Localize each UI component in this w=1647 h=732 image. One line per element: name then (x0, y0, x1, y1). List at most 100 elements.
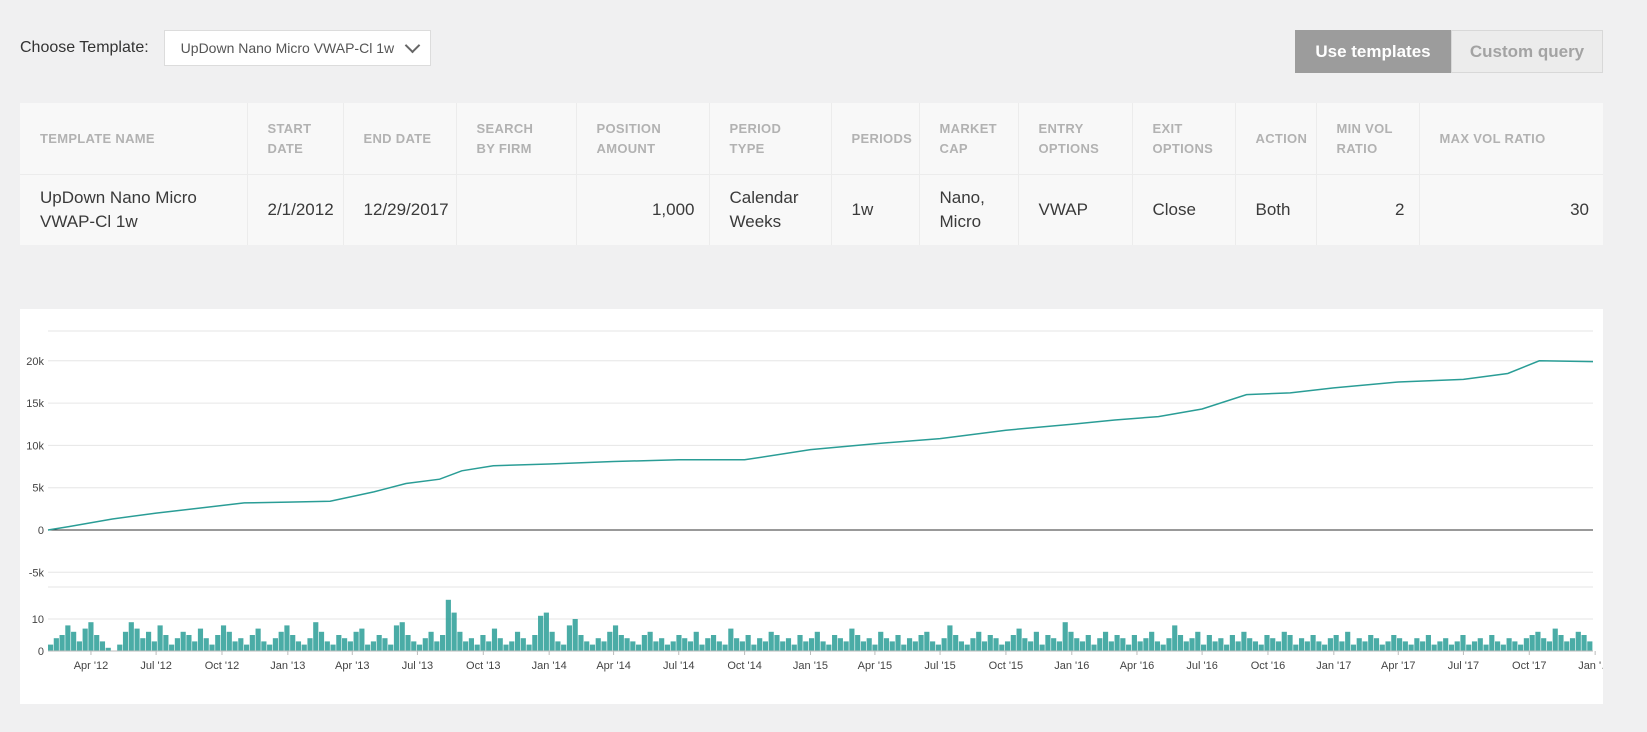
volume-bar (393, 625, 400, 651)
custom-query-button[interactable]: Custom query (1451, 30, 1603, 73)
volume-bar (53, 638, 59, 651)
x-tick-label: Oct '13 (466, 660, 501, 672)
template-select[interactable]: UpDown Nano Micro VWAP-Cl 1w (163, 30, 431, 66)
volume-bar (48, 644, 54, 651)
volume-bar (699, 644, 705, 651)
volume-bar (964, 644, 970, 651)
volume-bar (416, 644, 423, 651)
volume-bar (1287, 635, 1293, 651)
cell-template-name: UpDown Nano Micro VWAP-Cl 1w (20, 174, 248, 245)
volume-bar (1466, 644, 1472, 651)
volume-bar (65, 625, 71, 651)
y-tick-label: 15k (26, 398, 44, 410)
volume-bar (1558, 635, 1564, 651)
volume-bar (226, 631, 232, 651)
choose-template-label: Choose Template: (20, 39, 149, 56)
col-action[interactable]: ACTION (1235, 103, 1317, 175)
volume-bar (895, 635, 901, 651)
cell-position-amount: 1,000 (576, 174, 710, 245)
volume-bar (151, 641, 157, 651)
volume-bar (163, 635, 169, 651)
volume-bar (630, 641, 636, 651)
volume-bar (278, 631, 284, 651)
col-exit-options[interactable]: EXIT OPTIONS (1132, 103, 1236, 175)
volume-bar (1350, 644, 1357, 651)
volume-bar (912, 641, 918, 651)
volume-bar (388, 644, 394, 651)
col-search-by-firm[interactable]: SEARCH BY FIRM (456, 103, 577, 175)
col-entry-options[interactable]: ENTRY OPTIONS (1018, 103, 1133, 175)
volume-bar (924, 631, 930, 651)
x-tick-label: Oct '17 (1512, 660, 1547, 672)
volume-bar (99, 641, 106, 651)
col-period-type[interactable]: PERIOD TYPE (709, 103, 832, 175)
volume-bar (999, 644, 1005, 651)
volume-bar (249, 635, 255, 651)
volume-bar (837, 638, 843, 651)
pnl-chart[interactable]: -5k 0 5k 10k 15k 20k 0 10 Apr '12 Jul '12 Oct '12 J… (20, 309, 1612, 704)
volume-bar (232, 641, 238, 651)
volume-bar (88, 622, 94, 651)
volume-bar (532, 635, 538, 651)
volume-bar (757, 638, 763, 651)
template-chooser: Choose Template: UpDown Nano Micro VWAP-… (20, 30, 431, 66)
col-min-vol-ratio[interactable]: MIN VOL RATIO (1316, 103, 1420, 175)
volume-bar (1189, 638, 1195, 651)
x-tick-label: Jan '17 (1316, 660, 1351, 672)
col-periods[interactable]: PERIODS (831, 103, 920, 175)
volume-bar (422, 638, 428, 651)
volume-bar (376, 635, 382, 651)
volume-bar (503, 644, 509, 651)
volume-bar (659, 638, 665, 651)
volume-bar (1224, 644, 1230, 651)
volume-bar (618, 635, 624, 651)
volume-bar (1033, 631, 1039, 651)
cell-max-vol-ratio: 30 (1419, 174, 1603, 245)
volume-bar (284, 625, 290, 651)
volume-bar (290, 635, 296, 651)
volume-bar (434, 641, 440, 651)
volume-bar (1218, 638, 1224, 651)
volume-bar (1085, 635, 1091, 651)
col-end-date[interactable]: END DATE (343, 103, 457, 175)
x-tick-label: Oct '12 (205, 660, 240, 672)
col-max-vol-ratio[interactable]: MAX VOL RATIO (1419, 103, 1603, 175)
cell-start-date: 2/1/2012 (247, 174, 344, 245)
col-market-cap[interactable]: MARKET CAP (919, 103, 1019, 175)
volume-bar (780, 641, 786, 651)
volume-bar (941, 638, 947, 651)
volume-bar (82, 628, 88, 651)
volume-bar (1495, 641, 1501, 651)
volume-bar (330, 644, 336, 651)
col-template-name[interactable]: TEMPLATE NAME (20, 103, 248, 175)
col-start-date[interactable]: START DATE (247, 103, 344, 175)
use-templates-button[interactable]: Use templates (1295, 30, 1451, 73)
cell-entry-options: VWAP (1018, 174, 1133, 245)
volume-bar (105, 647, 111, 651)
table-row[interactable]: UpDown Nano Micro VWAP-Cl 1w 2/1/2012 12… (20, 174, 1603, 245)
volume-bar (122, 631, 129, 651)
volume-bar (1022, 638, 1028, 651)
volume-bar (1229, 635, 1235, 651)
volume-bar (641, 635, 647, 651)
volume-bar (739, 641, 745, 651)
volume-bar (693, 631, 699, 651)
volume-bar (762, 641, 769, 651)
volume-bar (1575, 631, 1581, 651)
volume-bar (636, 644, 642, 651)
volume-bar (751, 644, 757, 651)
volume-bar (791, 644, 797, 651)
volume-bar (474, 644, 480, 651)
volume-bar (140, 638, 146, 651)
volume-bar (901, 644, 907, 651)
volume-bar (411, 641, 417, 651)
volume-bar (820, 641, 826, 651)
col-position-amount[interactable]: POSITION AMOUNT (576, 103, 710, 175)
volume-bar (520, 638, 526, 651)
volume-bar (1402, 641, 1408, 651)
cell-search-by-firm (456, 174, 577, 245)
x-tick-label: Jul '13 (402, 660, 433, 672)
volume-bar (549, 631, 555, 651)
volume-bar (803, 641, 809, 651)
volume-bar (509, 641, 515, 651)
